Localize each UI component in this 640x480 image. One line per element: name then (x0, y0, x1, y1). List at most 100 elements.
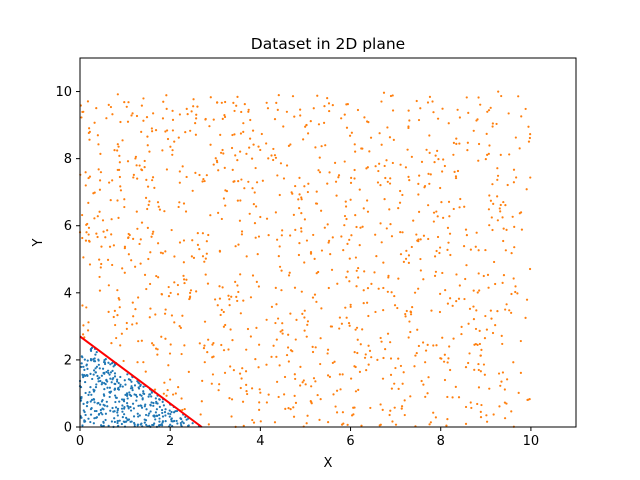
scatter-point (403, 413, 406, 417)
scatter-point (304, 383, 307, 386)
scatter-point (397, 387, 400, 390)
scatter-point (192, 98, 195, 101)
scatter-point (299, 384, 302, 387)
scatter-point (491, 125, 494, 128)
scatter-point (195, 113, 198, 116)
scatter-point (133, 423, 136, 426)
scatter-point (99, 403, 102, 406)
scatter-point (194, 122, 197, 125)
scatter-point (92, 358, 95, 361)
scatter-point (357, 388, 360, 392)
scatter-point (304, 125, 307, 128)
scatter-point (113, 375, 117, 378)
scatter-point (322, 121, 326, 124)
scatter-point (229, 328, 232, 331)
scatter-point (305, 422, 308, 425)
scatter-point (86, 367, 89, 370)
scatter-point (295, 318, 298, 321)
scatter-point (94, 386, 98, 389)
scatter-point (496, 310, 499, 313)
scatter-point (103, 387, 106, 391)
scatter-point (473, 368, 476, 371)
scatter-point (414, 354, 417, 357)
scatter-point (242, 130, 245, 133)
scatter-point (525, 298, 529, 301)
scatter-point (142, 385, 145, 388)
scatter-point (160, 408, 164, 412)
scatter-point (223, 371, 227, 374)
scatter-point (215, 159, 219, 162)
scatter-point (127, 253, 130, 256)
scatter-point (289, 407, 292, 411)
scatter-point (236, 95, 239, 98)
scatter-point (195, 290, 198, 293)
scatter-point (399, 231, 402, 234)
scatter-point (138, 414, 141, 417)
scatter-point (107, 103, 110, 106)
scatter-point (281, 229, 284, 232)
scatter-point (407, 109, 410, 112)
scatter-point (86, 222, 89, 226)
scatter-point (447, 122, 450, 125)
scatter-point (190, 110, 193, 113)
scatter-point (158, 417, 161, 420)
scatter-point (164, 414, 167, 417)
scatter-point (409, 313, 413, 316)
scatter-point (427, 376, 430, 379)
scatter-point (109, 105, 113, 109)
scatter-point (106, 258, 110, 261)
scatter-point (292, 406, 295, 409)
scatter-point (173, 255, 176, 258)
scatter-point (180, 417, 183, 421)
scatter-point (191, 422, 194, 425)
scatter-point (294, 228, 297, 231)
scatter-point (341, 411, 345, 414)
scatter-point (186, 113, 189, 116)
scatter-point (107, 369, 110, 372)
scatter-point (85, 363, 88, 366)
scatter-point (244, 370, 248, 373)
scatter-point (116, 378, 119, 381)
scatter-point (331, 361, 334, 365)
scatter-point (389, 341, 392, 344)
scatter-point (524, 316, 527, 319)
scatter-point (149, 251, 152, 254)
scatter-point (248, 212, 251, 215)
scatter-point (105, 117, 108, 120)
scatter-point (102, 424, 105, 427)
scatter-point (387, 276, 390, 279)
scatter-point (399, 253, 403, 256)
scatter-point (224, 323, 227, 327)
scatter-point (312, 377, 316, 380)
scatter-point (98, 179, 102, 182)
scatter-point (348, 134, 352, 137)
scatter-point (348, 238, 351, 241)
scatter-point (360, 424, 363, 427)
scatter-point (218, 383, 221, 386)
scatter-point (413, 291, 417, 294)
scatter-point (101, 413, 104, 416)
scatter-point (173, 140, 176, 143)
scatter-point (182, 202, 186, 205)
scatter-point (132, 237, 135, 240)
scatter-point (199, 413, 202, 416)
axes-frame (79, 57, 577, 428)
scatter-point (410, 155, 413, 158)
scatter-point (474, 327, 478, 331)
scatter-point (164, 408, 167, 411)
scatter-point (87, 201, 90, 204)
scatter-point (343, 160, 346, 163)
scatter-point (335, 389, 339, 392)
scatter-point (420, 160, 424, 163)
scatter-point (512, 277, 515, 280)
scatter-point (257, 235, 261, 238)
scatter-point (98, 258, 101, 261)
scatter-point (389, 373, 393, 377)
scatter-point (343, 224, 346, 227)
scatter-point (474, 342, 477, 346)
scatter-point (191, 239, 194, 242)
scatter-point (401, 382, 404, 385)
scatter-point (318, 156, 321, 159)
scatter-point (85, 231, 88, 234)
scatter-point (196, 232, 199, 235)
